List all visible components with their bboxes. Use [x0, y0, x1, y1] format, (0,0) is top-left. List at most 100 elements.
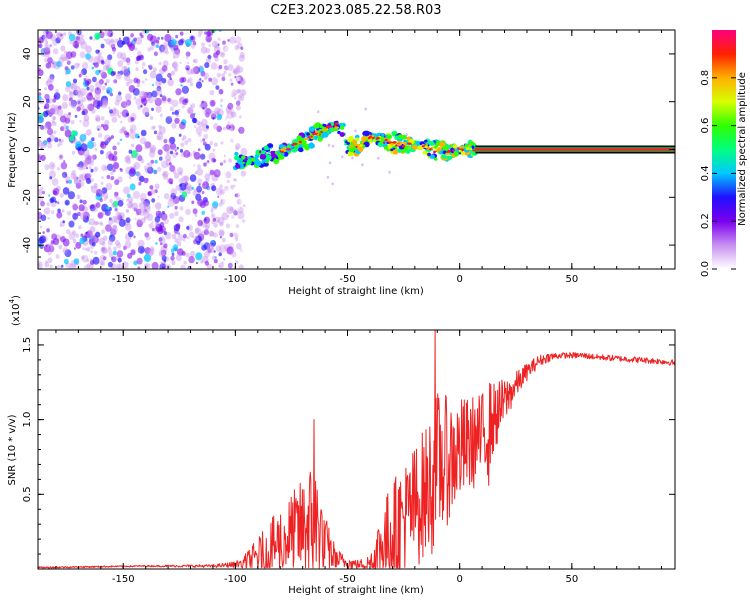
- noise-speckle: [44, 93, 50, 101]
- signal-blob: [273, 158, 280, 165]
- noise-speckle: [231, 107, 236, 113]
- noise-speckle: [101, 247, 108, 254]
- noise-speckle: [148, 64, 153, 69]
- spectrogram-xtick-label: -50: [339, 274, 355, 285]
- noise-speckle: [211, 255, 216, 260]
- noise-speckle: [40, 214, 47, 222]
- noise-speckle: [240, 79, 245, 85]
- noise-speckle: [170, 39, 177, 46]
- noise-speckle: [219, 188, 225, 195]
- noise-speckle: [103, 197, 107, 201]
- noise-speckle: [233, 210, 238, 216]
- noise-speckle: [130, 117, 135, 122]
- noise-speckle: [221, 237, 226, 243]
- noise-speckle: [179, 183, 183, 187]
- noise-speckle: [182, 238, 186, 242]
- noise-speckle: [201, 118, 208, 127]
- noise-speckle: [71, 103, 77, 109]
- noise-speckle: [76, 98, 84, 107]
- signal-blob: [313, 135, 318, 140]
- noise-speckle: [163, 218, 169, 225]
- signal-core: [304, 137, 309, 141]
- noise-speckle: [225, 183, 228, 187]
- spectrogram-ytick-label: 0: [22, 146, 33, 152]
- noise-speckle: [173, 201, 177, 205]
- noise-speckle: [190, 113, 195, 119]
- noise-speckle: [68, 220, 75, 228]
- noise-speckle: [242, 204, 246, 208]
- noise-speckle: [101, 71, 107, 79]
- noise-speckle: [79, 179, 82, 182]
- noise-speckle: [114, 100, 120, 106]
- noise-speckle: [149, 35, 157, 44]
- noise-speckle: [47, 57, 53, 64]
- noise-speckle: [38, 97, 45, 105]
- snr-ytick-label: 1.0: [22, 412, 33, 428]
- noise-speckle: [221, 76, 226, 82]
- colorbar-tick-label: 0.8: [700, 70, 711, 86]
- noise-speckle: [214, 216, 221, 224]
- noise-speckle: [175, 34, 179, 39]
- noise-speckle: [72, 212, 79, 220]
- signal-blob: [306, 132, 310, 136]
- spectrogram-xtick-label: 0: [456, 274, 462, 285]
- noise-speckle: [117, 257, 122, 263]
- noise-speckle: [186, 79, 190, 83]
- noise-speckle: [213, 250, 216, 253]
- noise-speckle: [139, 175, 145, 183]
- noise-speckle: [79, 180, 85, 187]
- noise-speckle: [137, 239, 145, 248]
- noise-speckle: [84, 173, 91, 181]
- noise-speckle: [210, 62, 218, 70]
- noise-speckle: [119, 138, 123, 142]
- noise-speckle: [172, 56, 176, 59]
- noise-speckle: [223, 70, 227, 75]
- noise-speckle: [137, 245, 145, 254]
- noise-speckle: [135, 67, 139, 72]
- noise-speckle: [218, 264, 221, 268]
- noise-speckle: [192, 59, 196, 63]
- noise-speckle: [66, 210, 72, 216]
- noise-speckle: [147, 93, 152, 98]
- noise-speckle: [79, 237, 85, 244]
- spectrogram-ytick-label: -20: [22, 189, 33, 205]
- noise-speckle: [234, 45, 239, 51]
- noise-speckle: [65, 229, 71, 235]
- noise-speckle: [235, 224, 240, 229]
- signal-blob: [267, 151, 271, 154]
- noise-speckle: [183, 175, 190, 182]
- noise-speckle: [128, 149, 133, 154]
- noise-speckle: [208, 230, 214, 237]
- noise-speckle: [59, 115, 67, 123]
- noise-speckle: [215, 245, 222, 253]
- signal-blob: [317, 137, 323, 142]
- noise-speckle: [222, 40, 226, 45]
- noise-speckle: [69, 33, 76, 42]
- noise-speckle: [99, 189, 106, 197]
- noise-speckle: [138, 181, 142, 186]
- noise-speckle: [159, 225, 166, 233]
- noise-speckle: [109, 150, 112, 154]
- noise-speckle: [42, 36, 48, 42]
- noise-speckle: [147, 166, 154, 174]
- noise-speckle: [50, 104, 56, 110]
- noise-speckle: [65, 180, 69, 184]
- signal-core: [396, 143, 402, 146]
- figure-title: C2E3.2023.085.22.58.R03: [270, 3, 441, 18]
- noise-speckle: [151, 90, 158, 98]
- noise-speckle: [47, 137, 52, 143]
- noise-speckle: [165, 116, 173, 124]
- noise-speckle: [184, 181, 188, 186]
- noise-speckle: [53, 94, 57, 99]
- noise-speckle: [227, 39, 230, 42]
- noise-speckle: [46, 80, 49, 84]
- noise-speckle: [114, 191, 119, 197]
- noise-speckle: [101, 229, 106, 234]
- noise-speckle: [229, 153, 235, 161]
- noise-speckle: [187, 61, 190, 65]
- noise-speckle: [65, 68, 71, 75]
- signal-blob: [469, 141, 474, 145]
- noise-speckle: [210, 209, 214, 213]
- noise-speckle: [201, 210, 205, 215]
- noise-speckle: [240, 245, 244, 249]
